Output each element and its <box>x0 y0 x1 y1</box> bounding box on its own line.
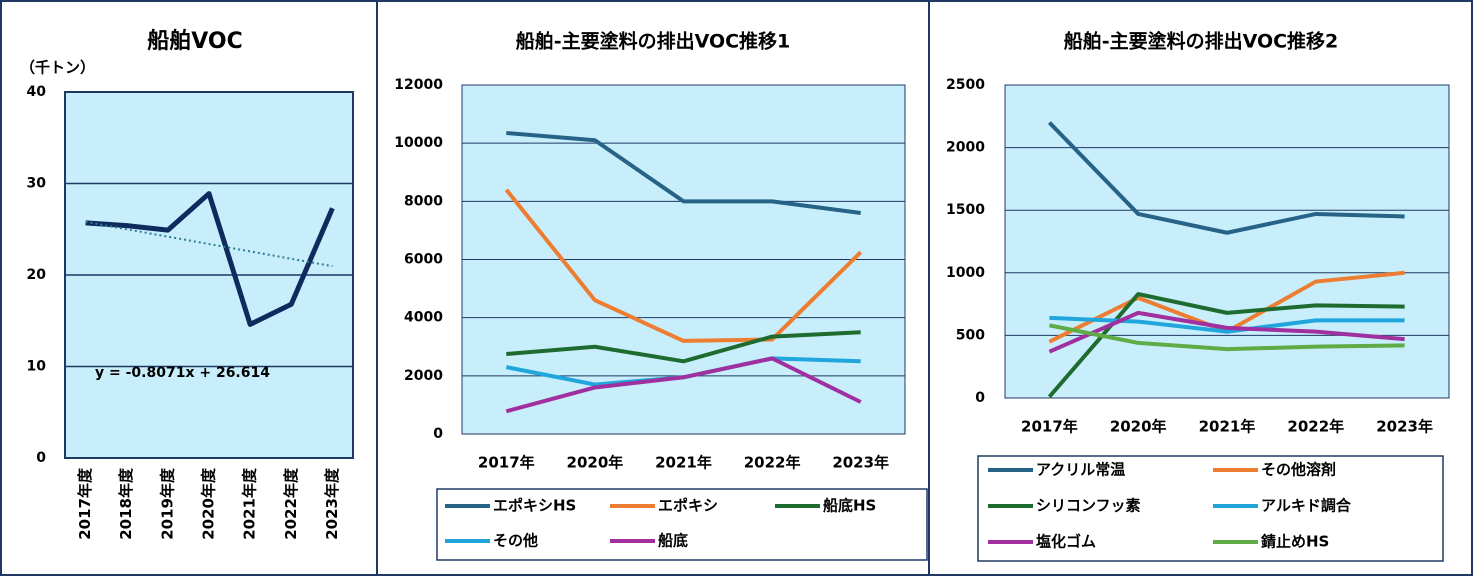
line-series <box>1049 323 1405 352</box>
line-series <box>506 330 861 364</box>
x-tick-label: 2018年度 <box>117 467 135 540</box>
y-tick-label: 2500 <box>946 77 985 93</box>
x-tick-label: 2023年 <box>1376 418 1433 436</box>
x-tick-label: 2017年度 <box>76 467 94 540</box>
legend-label: アクリル常温 <box>1036 461 1125 479</box>
y-tick-label: 20 <box>27 267 47 283</box>
line-series <box>1049 315 1405 334</box>
y-tick-label: 12000 <box>394 77 443 93</box>
trendline-equation: y = -0.8071x + 26.614 <box>95 365 270 381</box>
y-tick-label: 1000 <box>946 265 985 281</box>
y-tick-label: 0 <box>36 450 46 466</box>
line-series <box>1048 310 1405 354</box>
x-tick-label: 2023年度 <box>323 467 341 540</box>
x-tick-label: 2020年 <box>1110 418 1167 436</box>
y-tick-label: 10 <box>27 359 47 375</box>
y-tick-label: 10000 <box>394 135 443 151</box>
line-series <box>1047 121 1405 235</box>
y-tick-label: 1500 <box>946 202 985 218</box>
y-tick-label: 30 <box>27 176 47 192</box>
legend-label: その他 <box>493 532 538 550</box>
x-tick-label: 2022年度 <box>282 467 300 540</box>
x-tick-label: 2020年 <box>567 454 624 472</box>
y-tick-label: 500 <box>956 327 985 343</box>
y-tick-label: 0 <box>433 426 443 442</box>
line-series <box>506 130 861 215</box>
chart-title: 船舶-主要塗料の排出VOC推移1 <box>516 30 791 53</box>
line-series <box>1047 292 1405 399</box>
y-tick-label: 6000 <box>404 252 443 268</box>
y-axis-unit: （千トン） <box>20 59 95 77</box>
x-tick-label: 2021年 <box>655 454 712 472</box>
legend-label: エポキシ <box>658 497 718 515</box>
trendline <box>85 220 333 268</box>
x-tick-label: 2021年 <box>1199 418 1256 436</box>
x-tick-label: 2020年度 <box>200 467 218 540</box>
x-tick-label: 2019年度 <box>158 467 176 540</box>
legend-box <box>436 488 928 561</box>
legend-label: エポキシHS <box>493 497 576 515</box>
legend-label: 錆止めHS <box>1261 533 1329 551</box>
y-tick-label: 2000 <box>404 368 443 384</box>
y-tick-label: 4000 <box>404 310 443 326</box>
line-series <box>505 356 862 414</box>
legend-label: その他溶剤 <box>1261 461 1336 479</box>
legend-label: シリコンフッ素 <box>1036 497 1141 515</box>
line-series <box>85 191 335 327</box>
y-tick-label: 8000 <box>404 193 443 209</box>
legend-label: 塩化ゴム <box>1036 533 1096 551</box>
x-tick-label: 2021年度 <box>241 467 259 540</box>
chart-title: 船舶-主要塗料の排出VOC推移2 <box>1064 30 1339 53</box>
legend-box <box>977 455 1444 562</box>
y-tick-label: 40 <box>27 84 47 100</box>
legend-label: 船底 <box>658 532 688 550</box>
legend-label: アルキド調合 <box>1261 497 1352 515</box>
y-tick-label: 0 <box>975 390 985 406</box>
x-tick-label: 2022年 <box>744 454 801 472</box>
chart-title: 船舶VOC <box>147 28 243 54</box>
x-tick-label: 2017年 <box>1021 418 1078 436</box>
x-tick-label: 2023年 <box>832 454 889 472</box>
x-tick-label: 2022年 <box>1287 418 1344 436</box>
legend-label: 船底HS <box>823 497 876 515</box>
x-tick-label: 2017年 <box>478 454 535 472</box>
line-series <box>504 188 863 343</box>
y-tick-label: 2000 <box>946 140 985 156</box>
